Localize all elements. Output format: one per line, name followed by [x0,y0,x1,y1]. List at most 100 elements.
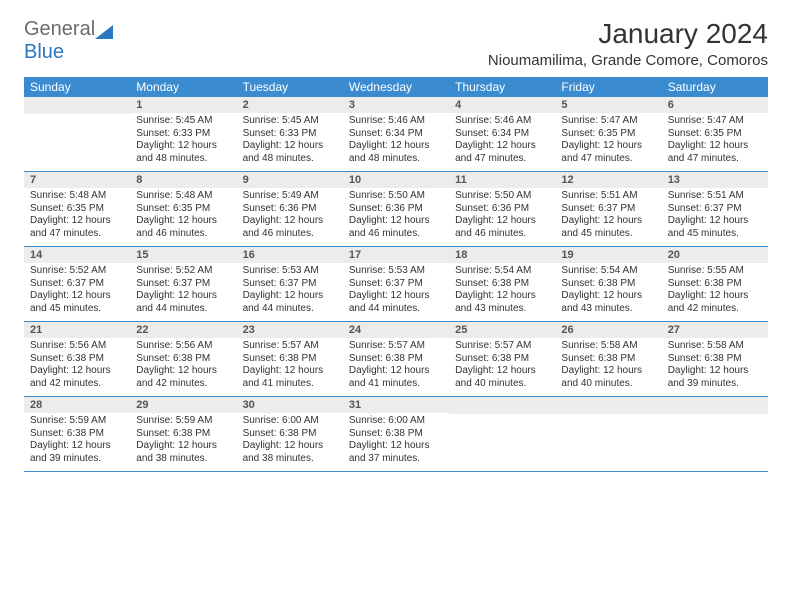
daylight-line: Daylight: 12 hours and 42 minutes. [30,365,124,390]
daylight-line: Daylight: 12 hours and 40 minutes. [455,365,549,390]
day-info: Sunrise: 5:45 AMSunset: 6:33 PMDaylight:… [130,113,236,165]
sunset-line: Sunset: 6:34 PM [455,128,549,141]
sunset-line: Sunset: 6:37 PM [561,203,655,216]
sunset-line: Sunset: 6:38 PM [561,353,655,366]
day-info: Sunrise: 5:45 AMSunset: 6:33 PMDaylight:… [237,113,343,165]
daylight-line: Daylight: 12 hours and 48 minutes. [243,140,337,165]
daylight-line: Daylight: 12 hours and 46 minutes. [243,215,337,240]
day-number: 8 [130,172,236,188]
day-info: Sunrise: 5:49 AMSunset: 6:36 PMDaylight:… [237,188,343,240]
day-cell: 11Sunrise: 5:50 AMSunset: 6:36 PMDayligh… [449,172,555,246]
day-cell: 10Sunrise: 5:50 AMSunset: 6:36 PMDayligh… [343,172,449,246]
daylight-line: Daylight: 12 hours and 40 minutes. [561,365,655,390]
day-info: Sunrise: 6:00 AMSunset: 6:38 PMDaylight:… [343,413,449,465]
day-info: Sunrise: 5:57 AMSunset: 6:38 PMDaylight:… [237,338,343,390]
day-cell: 7Sunrise: 5:48 AMSunset: 6:35 PMDaylight… [24,172,130,246]
day-cell: 18Sunrise: 5:54 AMSunset: 6:38 PMDayligh… [449,247,555,321]
day-number: 10 [343,172,449,188]
sunset-line: Sunset: 6:38 PM [30,353,124,366]
sunrise-line: Sunrise: 5:47 AM [668,115,762,128]
day-info: Sunrise: 5:53 AMSunset: 6:37 PMDaylight:… [343,263,449,315]
day-info: Sunrise: 5:53 AMSunset: 6:37 PMDaylight:… [237,263,343,315]
daylight-line: Daylight: 12 hours and 45 minutes. [668,215,762,240]
day-header-cell: Monday [130,77,236,97]
day-number: 25 [449,322,555,338]
daylight-line: Daylight: 12 hours and 38 minutes. [243,440,337,465]
sunrise-line: Sunrise: 5:47 AM [561,115,655,128]
day-cell: 31Sunrise: 6:00 AMSunset: 6:38 PMDayligh… [343,397,449,471]
sunrise-line: Sunrise: 5:45 AM [136,115,230,128]
day-number: 2 [237,97,343,113]
day-cell: 27Sunrise: 5:58 AMSunset: 6:38 PMDayligh… [662,322,768,396]
day-info: Sunrise: 5:59 AMSunset: 6:38 PMDaylight:… [130,413,236,465]
sunrise-line: Sunrise: 5:54 AM [561,265,655,278]
day-cell: 3Sunrise: 5:46 AMSunset: 6:34 PMDaylight… [343,97,449,171]
day-cell [449,397,555,471]
sunrise-line: Sunrise: 5:50 AM [455,190,549,203]
day-number: 5 [555,97,661,113]
daylight-line: Daylight: 12 hours and 39 minutes. [668,365,762,390]
day-info: Sunrise: 5:56 AMSunset: 6:38 PMDaylight:… [24,338,130,390]
day-cell: 14Sunrise: 5:52 AMSunset: 6:37 PMDayligh… [24,247,130,321]
sunset-line: Sunset: 6:33 PM [243,128,337,141]
day-info: Sunrise: 5:50 AMSunset: 6:36 PMDaylight:… [449,188,555,240]
sunset-line: Sunset: 6:38 PM [349,428,443,441]
day-header-cell: Wednesday [343,77,449,97]
daylight-line: Daylight: 12 hours and 41 minutes. [243,365,337,390]
daylight-line: Daylight: 12 hours and 42 minutes. [136,365,230,390]
day-number: 15 [130,247,236,263]
daylight-line: Daylight: 12 hours and 43 minutes. [455,290,549,315]
day-number: 16 [237,247,343,263]
sunset-line: Sunset: 6:35 PM [30,203,124,216]
sunrise-line: Sunrise: 5:58 AM [668,340,762,353]
day-number: 19 [555,247,661,263]
sunrise-line: Sunrise: 6:00 AM [243,415,337,428]
sunrise-line: Sunrise: 5:51 AM [561,190,655,203]
day-number: 14 [24,247,130,263]
day-info: Sunrise: 5:55 AMSunset: 6:38 PMDaylight:… [662,263,768,315]
month-title: January 2024 [488,18,768,50]
daylight-line: Daylight: 12 hours and 47 minutes. [455,140,549,165]
day-header-row: SundayMondayTuesdayWednesdayThursdayFrid… [24,77,768,97]
sunrise-line: Sunrise: 5:55 AM [668,265,762,278]
day-info: Sunrise: 5:57 AMSunset: 6:38 PMDaylight:… [449,338,555,390]
sunrise-line: Sunrise: 5:48 AM [30,190,124,203]
daylight-line: Daylight: 12 hours and 43 minutes. [561,290,655,315]
location: Nioumamilima, Grande Comore, Comoros [488,52,768,69]
daylight-line: Daylight: 12 hours and 44 minutes. [136,290,230,315]
title-block: January 2024 Nioumamilima, Grande Comore… [488,18,768,69]
sunset-line: Sunset: 6:38 PM [455,278,549,291]
day-number: 30 [237,397,343,413]
day-number: 3 [343,97,449,113]
day-cell: 6Sunrise: 5:47 AMSunset: 6:35 PMDaylight… [662,97,768,171]
sunrise-line: Sunrise: 5:52 AM [136,265,230,278]
daylight-line: Daylight: 12 hours and 46 minutes. [136,215,230,240]
sunset-line: Sunset: 6:37 PM [30,278,124,291]
day-cell: 26Sunrise: 5:58 AMSunset: 6:38 PMDayligh… [555,322,661,396]
daylight-line: Daylight: 12 hours and 46 minutes. [349,215,443,240]
sunrise-line: Sunrise: 5:57 AM [455,340,549,353]
day-number: 28 [24,397,130,413]
day-cell: 12Sunrise: 5:51 AMSunset: 6:37 PMDayligh… [555,172,661,246]
sunset-line: Sunset: 6:37 PM [349,278,443,291]
day-number: 6 [662,97,768,113]
day-number: 31 [343,397,449,413]
day-number: 17 [343,247,449,263]
day-number [555,397,661,414]
calendar: SundayMondayTuesdayWednesdayThursdayFrid… [24,77,768,472]
day-cell: 1Sunrise: 5:45 AMSunset: 6:33 PMDaylight… [130,97,236,171]
day-cell: 4Sunrise: 5:46 AMSunset: 6:34 PMDaylight… [449,97,555,171]
day-info: Sunrise: 5:58 AMSunset: 6:38 PMDaylight:… [662,338,768,390]
day-number: 1 [130,97,236,113]
sunrise-line: Sunrise: 5:57 AM [243,340,337,353]
day-header-cell: Thursday [449,77,555,97]
sunset-line: Sunset: 6:35 PM [668,128,762,141]
sunrise-line: Sunrise: 5:48 AM [136,190,230,203]
day-cell: 17Sunrise: 5:53 AMSunset: 6:37 PMDayligh… [343,247,449,321]
day-number: 9 [237,172,343,188]
day-info: Sunrise: 5:51 AMSunset: 6:37 PMDaylight:… [555,188,661,240]
day-cell: 8Sunrise: 5:48 AMSunset: 6:35 PMDaylight… [130,172,236,246]
day-number: 27 [662,322,768,338]
daylight-line: Daylight: 12 hours and 47 minutes. [561,140,655,165]
day-info: Sunrise: 5:57 AMSunset: 6:38 PMDaylight:… [343,338,449,390]
